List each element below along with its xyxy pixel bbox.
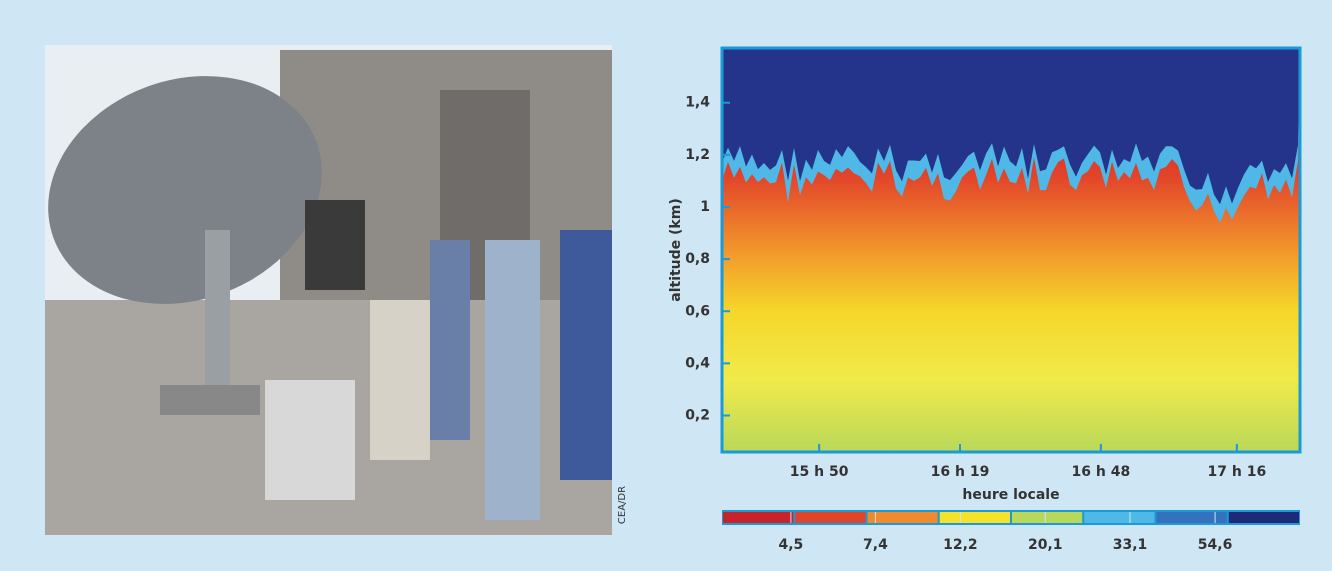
x-tick-label: 17 h 16 xyxy=(1208,464,1267,480)
x-tick-label: 15 h 50 xyxy=(790,464,849,480)
colorbar-swatch xyxy=(867,512,938,523)
credit: CEA/DR xyxy=(617,486,628,524)
colorbar-tick-label: 20,1 xyxy=(1028,537,1063,553)
colorbar-swatch xyxy=(723,512,794,523)
heatmap-image xyxy=(722,48,1300,452)
colorbar-swatch xyxy=(1084,512,1155,523)
colorbar-swatch xyxy=(1156,512,1227,523)
y-tick-label: 0,2 xyxy=(685,408,710,424)
x-axis-label: heure locale xyxy=(962,487,1059,503)
colorbar-tick-label: 33,1 xyxy=(1113,537,1148,553)
heatmap-top xyxy=(722,48,1300,205)
photo xyxy=(45,45,612,535)
colorbar-tick-label: 7,4 xyxy=(863,537,888,553)
y-tick-label: 0,6 xyxy=(685,303,710,319)
y-tick-label: 1,2 xyxy=(685,147,710,163)
colorbar-swatch xyxy=(1228,512,1299,523)
x-tick-label: 16 h 48 xyxy=(1072,464,1131,480)
x-tick-label: 16 h 19 xyxy=(931,464,990,480)
y-tick-label: 0,4 xyxy=(685,355,710,371)
colorbar-swatch xyxy=(1012,512,1083,523)
y-tick-label: 0,8 xyxy=(685,251,710,267)
colorbar-swatch xyxy=(795,512,866,523)
colorbar-swatch xyxy=(939,512,1010,523)
y-axis-label: altitude (km) xyxy=(668,198,684,301)
y-tick-label: 1,4 xyxy=(685,95,710,111)
colorbar-frame xyxy=(722,510,1300,525)
colorbar-tick-label: 54,6 xyxy=(1198,537,1233,553)
colorbar-tick-label: 12,2 xyxy=(943,537,978,553)
colorbar-tick-label: 4,5 xyxy=(778,537,803,553)
y-tick-label: 1 xyxy=(700,199,710,215)
plot-frame xyxy=(720,46,1302,454)
